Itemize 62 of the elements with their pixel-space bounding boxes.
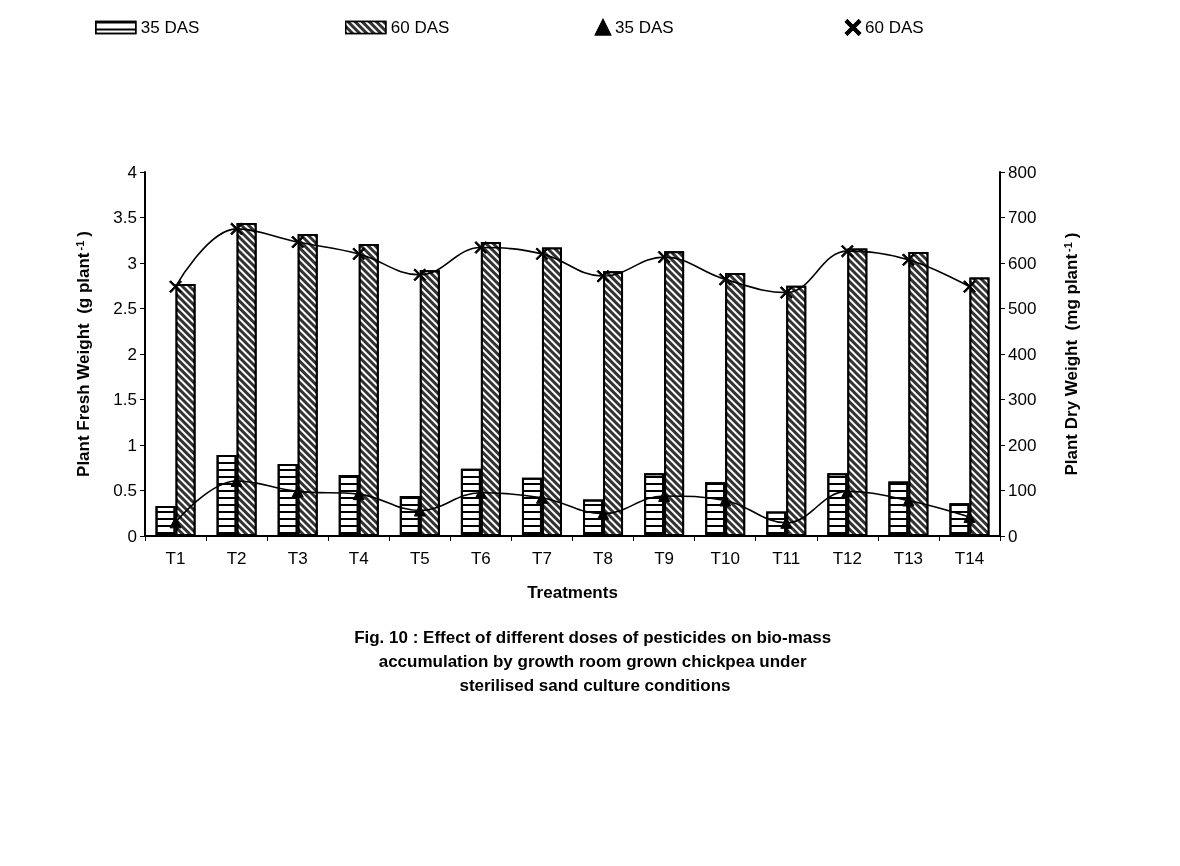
point [902,494,915,507]
y2-axis-title: Plant Dry Weight (mg plant-1) [1061,232,1081,476]
x-tick-label: T6 [470,549,491,568]
legend-label: 60 DAS [865,18,924,37]
x-tick-label: T2 [226,549,247,568]
point [230,222,244,236]
point [352,247,366,261]
point [657,250,671,264]
point [779,286,793,300]
text: Fig. 10 : Effect of different doses of pesticides on bio-mass accumulation by growth room grown chickpea under sterilised sand culture conditions [354,627,836,695]
legend-label: 35 DAS [615,18,674,37]
x-tick-label: T9 [654,549,675,568]
y-tick-label: 0.5 [113,481,137,500]
x-tick-label: T13 [893,549,924,568]
point [230,474,243,487]
point [901,253,915,267]
y2-tick-label: 500 [1008,299,1037,318]
point [596,269,610,283]
point [962,280,976,294]
x-tick-label: T5 [409,549,430,568]
x-tick-label: T10 [710,549,740,568]
x-tick-label: T12 [832,549,862,568]
point [963,510,976,523]
legend-label: 60 DAS [390,18,450,37]
x-tick-label: T14 [954,549,985,568]
y-tick-label: 1.5 [113,390,137,409]
point [535,247,549,261]
point [840,244,854,258]
y-axis-title: Plant Fresh Weight (g plant-1) [73,231,93,477]
y2-tick-label: 300 [1008,390,1037,409]
point [780,516,793,529]
y2-tick-label: 100 [1008,481,1037,500]
x-tick-label: T1 [165,549,186,568]
x-tick-label: T4 [348,549,369,568]
point [169,280,183,294]
y-tick-label: 1 [127,435,137,455]
point [413,268,427,282]
x-tick-label: T8 [593,549,613,568]
y-tick-label: 3 [127,253,137,273]
y2-tick-label: 400 [1008,344,1037,364]
y-tick-label: 2.5 [113,299,137,318]
y2-tick-label: 800 [1008,162,1037,182]
point [841,485,854,498]
y-tick-label: 2 [127,344,137,364]
y2-tick-label: 200 [1008,435,1037,455]
point [291,235,305,249]
point [474,241,488,255]
y-tick-label: 4 [127,162,137,182]
y-tick-label: 3.5 [113,208,137,227]
point [718,272,732,286]
legend-label: 35 DAS [140,18,200,37]
y-tick-label: 0 [127,526,137,546]
x-tick-label: T11 [772,549,801,568]
x-axis-title: Treatments [527,583,618,602]
x-tick-label: T3 [287,549,308,568]
point [291,485,304,498]
y2-tick-label: 0 [1008,526,1018,546]
y2-tick-label: 600 [1008,253,1037,273]
x-tick-label: T7 [532,549,552,568]
point [169,516,182,529]
point [352,488,365,501]
y2-tick-label: 700 [1008,208,1037,227]
